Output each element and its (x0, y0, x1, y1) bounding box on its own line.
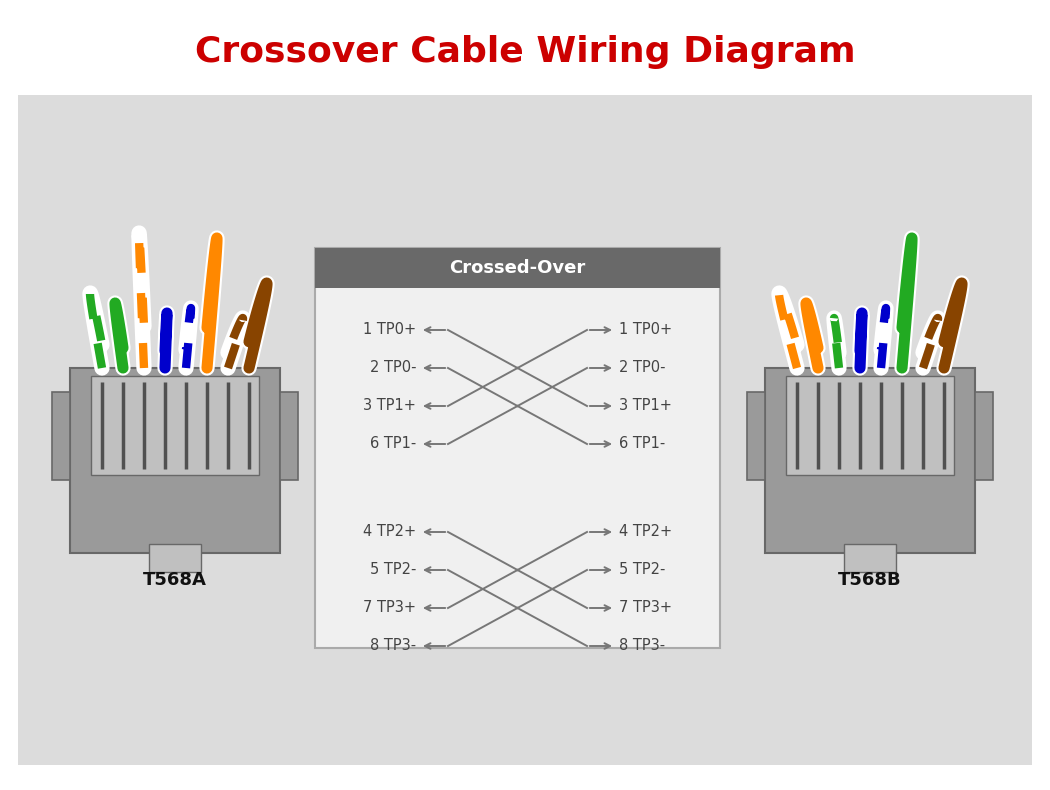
Text: T568B: T568B (838, 571, 902, 589)
Text: 4: 4 (857, 365, 863, 374)
Text: 5 TP2-: 5 TP2- (370, 562, 416, 577)
Bar (52, 392, 70, 480)
Text: 2: 2 (815, 365, 821, 374)
Text: 3 TP1+: 3 TP1+ (363, 398, 416, 413)
Text: 2 TP0-: 2 TP0- (620, 360, 666, 375)
Bar (91, 376, 259, 475)
Text: 6: 6 (899, 365, 905, 374)
Text: 7 TP3+: 7 TP3+ (620, 600, 672, 615)
Bar (280, 392, 298, 480)
Text: 1 TP0+: 1 TP0+ (620, 322, 672, 337)
Bar (18, 95, 1032, 765)
Text: 7 TP3+: 7 TP3+ (363, 600, 416, 615)
Text: T568A: T568A (143, 571, 207, 589)
Text: 7: 7 (225, 365, 231, 374)
Text: 5 TP2-: 5 TP2- (620, 562, 666, 577)
Text: 4 TP2+: 4 TP2+ (363, 525, 416, 540)
Text: 1: 1 (794, 365, 800, 374)
Text: 1 TP0+: 1 TP0+ (363, 322, 416, 337)
Text: 6 TP1-: 6 TP1- (370, 437, 416, 452)
Text: 2: 2 (120, 365, 126, 374)
Text: 6 TP1-: 6 TP1- (620, 437, 666, 452)
Bar (975, 392, 993, 480)
Text: 4: 4 (162, 365, 168, 374)
Text: 8: 8 (246, 365, 252, 374)
Text: Crossed-Over: Crossed-Over (449, 259, 586, 277)
Text: 7: 7 (920, 365, 926, 374)
Text: 8 TP3-: 8 TP3- (370, 638, 416, 653)
Text: 1: 1 (99, 365, 105, 374)
Text: Crossover Cable Wiring Diagram: Crossover Cable Wiring Diagram (194, 35, 856, 69)
Text: 2 TP0-: 2 TP0- (370, 360, 416, 375)
Bar (70, 368, 280, 553)
Text: 3 TP1+: 3 TP1+ (620, 398, 672, 413)
Text: 4 TP2+: 4 TP2+ (620, 525, 672, 540)
Text: 5: 5 (878, 365, 884, 374)
Text: 5: 5 (183, 365, 189, 374)
Bar (315, 248, 720, 288)
Bar (315, 248, 720, 648)
Bar (765, 368, 975, 553)
Text: 6: 6 (204, 365, 210, 374)
Text: 3: 3 (836, 365, 842, 374)
Bar (149, 544, 201, 572)
Text: 8: 8 (941, 365, 947, 374)
Bar (747, 392, 765, 480)
Text: 8 TP3-: 8 TP3- (620, 638, 665, 653)
Bar (786, 376, 954, 475)
Bar (844, 544, 896, 572)
Text: 3: 3 (141, 365, 147, 374)
